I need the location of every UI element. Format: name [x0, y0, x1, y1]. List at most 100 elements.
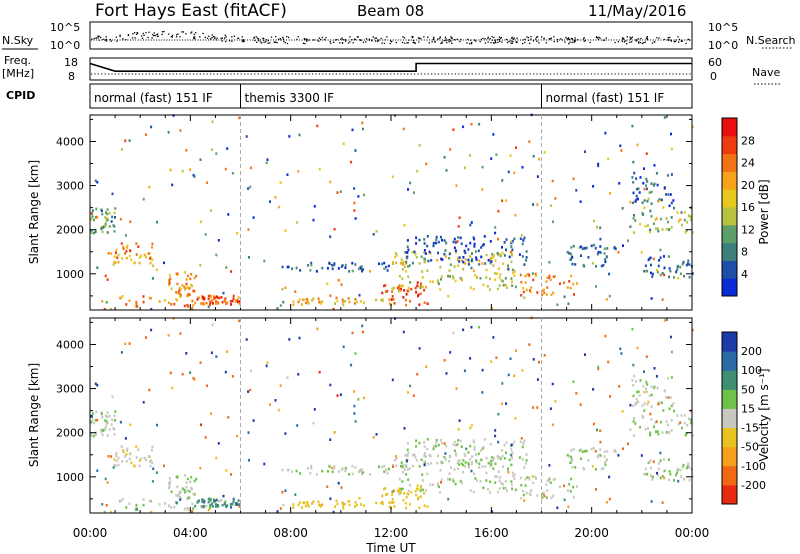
scatter-cell: [135, 503, 138, 507]
scatter-cell: [592, 185, 595, 188]
nsky-tick-bottom: 10^0: [50, 39, 80, 52]
scatter-cell: [231, 375, 234, 378]
scatter-cell: [653, 385, 656, 389]
nsky-point: [487, 36, 489, 38]
scatter-cell: [432, 241, 435, 245]
scatter-cell: [662, 409, 665, 412]
nsky-point: [302, 42, 305, 44]
scatter-cell: [448, 252, 451, 256]
scatter-cell: [570, 252, 573, 256]
scatter-cell: [407, 489, 410, 493]
nsky-point: [356, 36, 358, 38]
nsky-point: [641, 42, 644, 44]
scatter-cell: [653, 164, 656, 167]
freq-unit-label: [MHz]: [2, 67, 34, 80]
scatter-cell: [659, 476, 662, 480]
scatter-cell: [416, 284, 419, 288]
scatter-cell: [440, 257, 443, 261]
scatter-cell: [652, 257, 655, 261]
scatter-cell: [390, 501, 393, 504]
scatter-cell: [117, 463, 120, 467]
scatter-cell: [104, 216, 107, 219]
scatter-cell: [303, 298, 306, 301]
scatter-cell: [227, 416, 230, 419]
scatter-cell: [488, 288, 491, 291]
scatter-cell: [188, 287, 191, 290]
scatter-cell: [405, 495, 408, 499]
scatter-cell: [284, 432, 287, 435]
scatter-cell: [492, 459, 495, 462]
scatter-cell: [299, 472, 302, 475]
scatter-cell: [626, 442, 629, 446]
scatter-cell: [310, 466, 313, 470]
scatter-cell: [580, 457, 582, 460]
scatter-cell: [548, 274, 551, 278]
scatter-cell: [663, 458, 665, 461]
scatter-cell: [156, 423, 158, 427]
scatter-cell: [419, 292, 422, 295]
nsky-point: [171, 36, 174, 38]
scatter-cell: [646, 180, 649, 183]
scatter-cell: [279, 181, 282, 184]
nsky-point: [549, 38, 551, 40]
scatter-cell: [553, 275, 556, 278]
scatter-cell: [320, 302, 322, 305]
scatter-cell: [372, 436, 375, 439]
scatter-cell: [185, 278, 188, 281]
nsky-point: [412, 40, 415, 42]
scatter-cell: [502, 283, 505, 287]
scatter-cell: [418, 347, 421, 350]
scatter-cell: [124, 455, 127, 458]
scatter-cell: [472, 490, 475, 494]
scatter-cell: [679, 475, 682, 479]
scatter-cell: [353, 187, 356, 190]
scatter-cell: [202, 296, 205, 299]
scatter-cell: [669, 396, 672, 399]
scatter-cell: [650, 202, 653, 205]
scatter-cell: [632, 181, 635, 184]
scatter-cell: [288, 338, 291, 341]
scatter-cell: [151, 449, 153, 452]
scatter-cell: [691, 125, 694, 129]
scatter-cell: [354, 420, 357, 423]
scatter-cell: [305, 504, 307, 508]
scatter-cell: [644, 428, 647, 431]
nsky-point: [368, 38, 370, 40]
scatter-cell: [423, 288, 426, 292]
scatter-cell: [185, 481, 188, 484]
nsky-point: [484, 42, 486, 44]
scatter-cell: [218, 499, 221, 503]
scatter-cell: [238, 503, 241, 506]
nsky-point: [475, 40, 477, 42]
velocity-colorbar-tick: 50: [741, 383, 755, 396]
nsky-point: [119, 34, 121, 36]
scatter-cell: [681, 426, 684, 430]
scatter-cell: [421, 270, 424, 273]
nsky-point: [136, 32, 139, 34]
nsky-point: [639, 41, 642, 44]
scatter-cell: [525, 259, 528, 262]
scatter-cell: [635, 177, 638, 180]
colorbar-segment: [722, 260, 737, 279]
scatter-cell: [263, 259, 266, 263]
scatter-cell: [584, 150, 586, 153]
scatter-cell: [113, 260, 116, 264]
scatter-cell: [605, 298, 608, 301]
scatter-cell: [398, 274, 401, 278]
scatter-cell: [528, 476, 530, 479]
scatter-cell: [683, 477, 686, 481]
scatter-cell: [204, 233, 207, 236]
scatter-cell: [686, 262, 689, 265]
scatter-cell: [464, 465, 467, 468]
scatter-cell: [194, 504, 197, 508]
scatter-cell: [231, 502, 234, 506]
scatter-cell: [137, 245, 140, 248]
scatter-cell: [423, 452, 426, 455]
scatter-cell: [133, 464, 136, 468]
scatter-cell: [130, 258, 133, 262]
scatter-cell: [548, 276, 550, 280]
scatter-cell: [578, 449, 581, 452]
nsky-point: [656, 37, 658, 39]
scatter-cell: [510, 480, 513, 483]
